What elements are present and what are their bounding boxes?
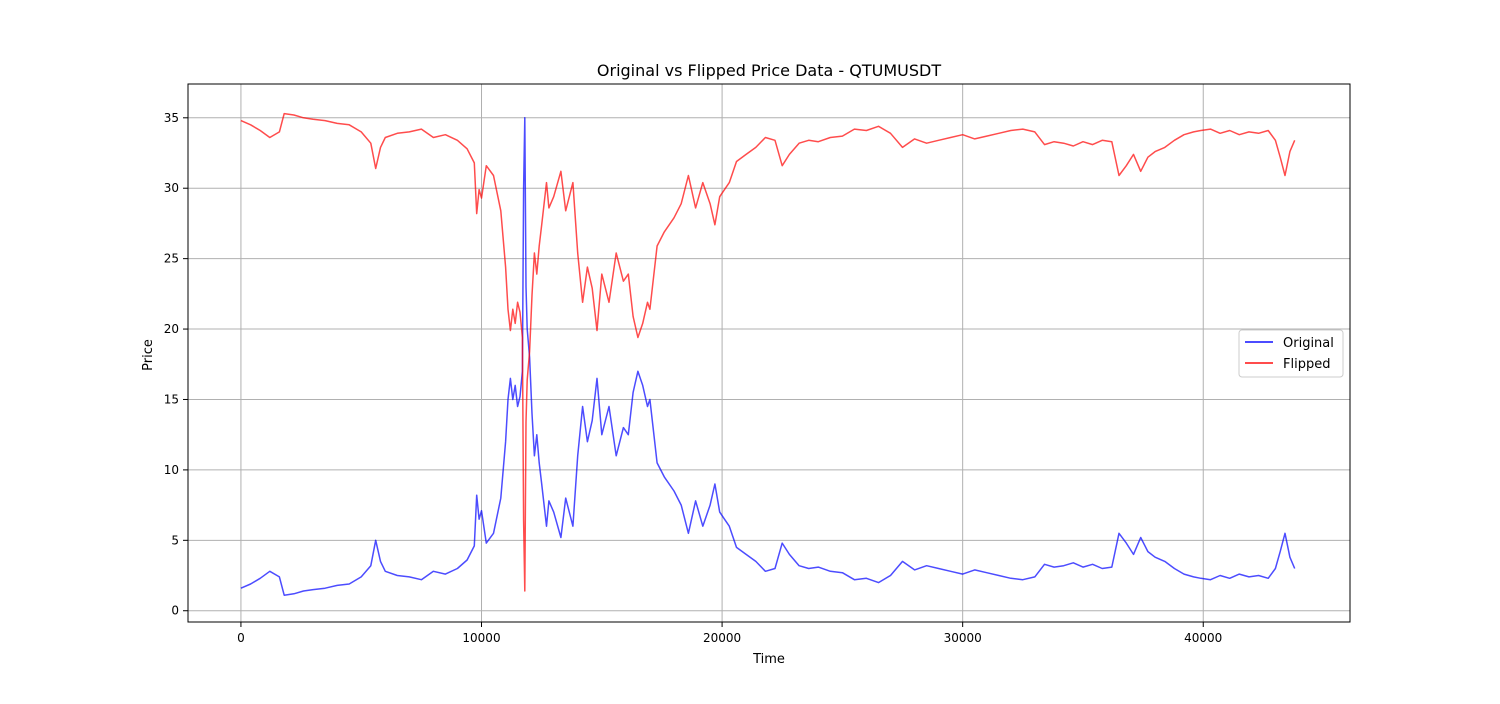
series-layer [240, 112, 1296, 596]
series-line-original [240, 117, 1296, 596]
y-tick-label: 15 [164, 392, 179, 406]
series-line-flipped [240, 112, 1296, 592]
y-tick-label: 30 [164, 181, 179, 195]
y-tick-label: 20 [164, 322, 179, 336]
y-tick-label: 25 [164, 252, 179, 266]
y-tick-label: 0 [171, 604, 179, 618]
x-tick-label: 20000 [703, 631, 741, 645]
grid-layer [188, 84, 1350, 622]
x-tick-label: 10000 [462, 631, 500, 645]
x-axis-label: Time [752, 652, 785, 667]
y-tick-label: 35 [164, 111, 179, 125]
x-tick-label: 40000 [1184, 631, 1222, 645]
chart-title: Original vs Flipped Price Data - QTUMUSD… [597, 61, 941, 80]
x-tick-label: 30000 [944, 631, 982, 645]
y-tick-label: 5 [171, 533, 179, 547]
x-tick-label: 0 [237, 631, 245, 645]
legend-label-flipped: Flipped [1283, 357, 1330, 372]
plot-frame [187, 83, 1351, 623]
y-tick-label: 10 [164, 463, 179, 477]
legend: Original Flipped [1238, 329, 1344, 378]
y-axis-label: Price [141, 339, 156, 371]
legend-label-original: Original [1283, 336, 1334, 351]
tick-layer: 0 10000 20000 30000 40000 0 5 10 15 20 25 30 35 [164, 111, 1223, 645]
